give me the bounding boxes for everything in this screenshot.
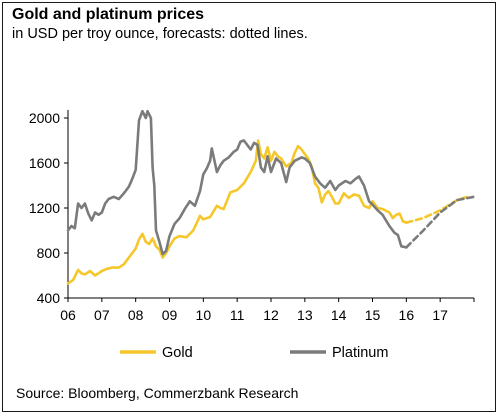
y-tick-label: 2000	[29, 110, 60, 126]
y-tick-label: 800	[37, 245, 61, 261]
y-tick-label: 1600	[29, 155, 60, 171]
x-tick-label: 08	[128, 307, 144, 323]
chart-legend: Gold Platinum	[120, 345, 388, 361]
x-tick-label: 12	[263, 307, 279, 323]
chart-subtitle: in USD per troy ounce, forecasts: dotted…	[12, 26, 308, 42]
x-tick-label: 06	[60, 307, 76, 323]
series-layer	[66, 109, 476, 285]
x-tick-label: 09	[162, 307, 178, 323]
x-tick-label: 11	[230, 307, 245, 323]
x-tick-label: 10	[196, 307, 212, 323]
legend-gold-label: Gold	[162, 345, 193, 361]
source-note: Source: Bloomberg, Commerzbank Research	[16, 385, 299, 401]
chart-frame	[2, 2, 496, 412]
gold-actual-line	[66, 139, 408, 285]
platinum-forecast-line	[404, 195, 476, 249]
legend-platinum-label: Platinum	[332, 345, 388, 361]
x-tick-label: 15	[365, 307, 381, 323]
chart-title: Gold and platinum prices	[12, 6, 205, 23]
y-tick-label: 1200	[29, 200, 60, 216]
platinum-actual-line	[66, 109, 408, 256]
x-tick-label: 17	[432, 307, 448, 323]
x-tick-label: 07	[94, 307, 110, 323]
x-tick-label: 13	[297, 307, 313, 323]
x-tick-label: 16	[399, 307, 415, 323]
x-tick-label: 14	[331, 307, 347, 323]
chart-axes: 400 800 1200 1600 2000 06 07 08 09 10 11 12 13 14 15 16…	[29, 110, 475, 323]
y-tick-label: 400	[37, 290, 61, 306]
